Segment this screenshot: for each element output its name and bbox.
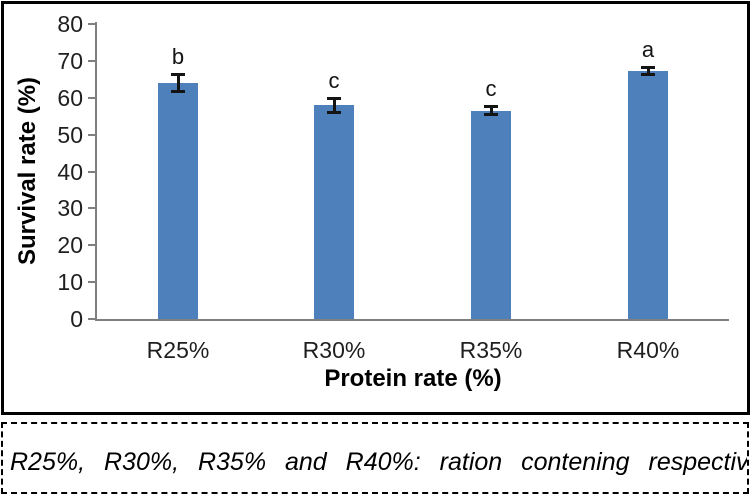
- y-tick-label: 10: [57, 269, 83, 296]
- error-bar-cap-top: [327, 96, 341, 100]
- sig-letter: a: [641, 37, 655, 63]
- y-axis-tick: [88, 133, 97, 136]
- sig-letter: b: [171, 43, 185, 69]
- error-bar-cap-top: [484, 105, 498, 109]
- y-tick-label: 40: [57, 158, 83, 185]
- x-tick-label: R35%: [459, 337, 523, 363]
- bar-r40: [628, 70, 668, 319]
- sig-letter: c: [328, 67, 340, 93]
- error-bar-cap-top: [641, 66, 655, 70]
- chart-panel: Survival rate (%) 0 10 20 30 40 50 60 70 80 b R25%…: [1, 1, 750, 415]
- bar-r35: [471, 110, 511, 319]
- y-axis-line: [95, 22, 97, 321]
- y-axis-tick: [88, 23, 97, 25]
- sig-letter: c: [485, 76, 497, 102]
- error-bar-line: [332, 97, 336, 113]
- y-tick-label: 80: [57, 11, 83, 37]
- bar-r25: [158, 83, 198, 319]
- y-tick-label: 30: [57, 195, 83, 222]
- error-bar-cap-bottom: [171, 90, 185, 94]
- caption-text: R25%, R30%, R35% and R40%: ration conten…: [10, 447, 749, 476]
- error-bar-line: [176, 73, 180, 93]
- y-axis-tick: [88, 59, 97, 62]
- x-tick-label: R30%: [302, 337, 366, 363]
- y-axis-tick: [88, 207, 97, 210]
- y-tick-label: 0: [70, 306, 83, 332]
- y-axis-tick: [88, 170, 97, 173]
- y-tick-label: 50: [57, 121, 83, 148]
- caption-box: R25%, R30%, R35% and R40%: ration conten…: [1, 422, 749, 494]
- x-axis-title: Protein rate (%): [324, 365, 502, 392]
- error-bar-cap-top: [171, 72, 185, 76]
- x-tick-label: R40%: [616, 337, 680, 363]
- bar-r30: [314, 105, 354, 319]
- y-tick-label: 60: [57, 84, 83, 111]
- y-axis-tick: [88, 281, 97, 284]
- error-bar-cap-bottom: [484, 113, 498, 117]
- error-bar-line: [489, 106, 493, 116]
- y-tick-label: 20: [57, 232, 83, 259]
- error-bar-cap-bottom: [327, 110, 341, 114]
- plot-area: 0 10 20 30 40 50 60 70 80 b R25% c R30% c R35% a R40%: [4, 4, 747, 412]
- error-bar-line: [646, 67, 650, 75]
- y-axis-tick: [88, 318, 97, 320]
- y-axis-tick: [88, 244, 97, 247]
- x-axis-line: [97, 319, 729, 321]
- y-tick-label: 70: [57, 47, 83, 74]
- error-bar-cap-bottom: [641, 72, 655, 76]
- y-axis-tick: [88, 96, 97, 99]
- x-tick-label: R25%: [146, 337, 210, 363]
